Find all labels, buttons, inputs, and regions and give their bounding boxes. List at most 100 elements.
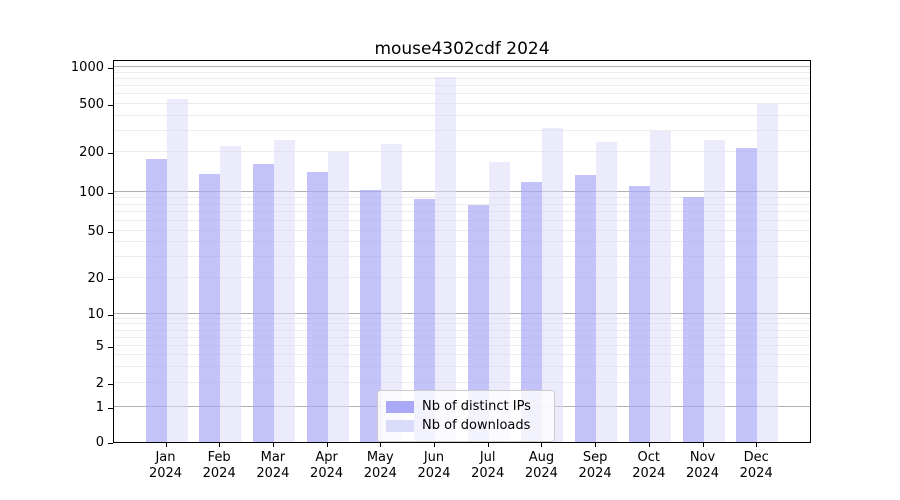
y-tick-mark-20 [108, 279, 113, 280]
bar-distinct-ips-jan [145, 159, 167, 442]
gridline-minor-3 [114, 365, 810, 367]
y-tick-mark-1000 [108, 68, 113, 69]
chart-title: mouse4302cdf 2024 [374, 39, 550, 59]
x-tick-mark-nov [702, 443, 704, 447]
bar-distinct-ips-oct [628, 185, 650, 442]
y-tick-label-1000: 1000 [70, 60, 104, 75]
gridline-major-100 [114, 191, 810, 192]
x-tick-mark-dec [756, 443, 758, 447]
x-tick-mark-aug [541, 443, 543, 447]
x-tick-mark-jan [165, 443, 167, 447]
y-tick-mark-100 [108, 193, 113, 194]
gridline-major-1000 [114, 66, 810, 67]
gridline-minor-30 [114, 256, 810, 258]
bar-downloads-dec [757, 104, 779, 442]
legend-swatch-downloads-icon [386, 419, 414, 432]
x-tick-label-feb: Feb 2024 [202, 450, 236, 481]
y-tick-label-500: 500 [79, 97, 104, 112]
gridline-minor-7 [114, 329, 810, 331]
gridline-minor-200 [114, 151, 810, 152]
gridline-minor-300 [114, 129, 810, 131]
bar-distinct-ips-sep [575, 175, 597, 442]
y-tick-mark-0 [108, 443, 113, 444]
bar-distinct-ips-jul [467, 205, 489, 442]
bar-downloads-jul [488, 162, 510, 442]
bar-distinct-ips-jun [414, 199, 435, 442]
x-tick-mark-jun [434, 443, 435, 447]
bar-downloads-apr [327, 152, 349, 442]
x-tick-label-mar: Mar 2024 [256, 450, 290, 481]
bar-downloads-jun [435, 76, 456, 442]
y-tick-label-5: 5 [95, 339, 104, 354]
x-tick-label-nov: Nov 2024 [685, 450, 720, 481]
x-tick-label-apr: Apr 2024 [310, 450, 344, 481]
x-tick-mark-jul [487, 443, 489, 447]
x-tick-label-sep: Sep 2024 [578, 450, 612, 481]
y-tick-label-1: 1 [95, 400, 104, 415]
y-tick-label-50: 50 [87, 224, 104, 239]
legend-item-distinct-ips: Nb of distinct IPs [386, 397, 544, 416]
y-tick-label-2: 2 [95, 376, 104, 391]
bar-downloads-mar [273, 140, 295, 442]
y-tick-label-20: 20 [87, 271, 104, 286]
x-tick-mark-may [380, 443, 382, 447]
gridline-major-10 [114, 313, 810, 314]
gridline-minor-600 [114, 93, 810, 95]
y-tick-label-100: 100 [79, 185, 104, 200]
x-tick-label-jun: Jun 2024 [417, 450, 451, 481]
gridline-minor-500 [114, 103, 810, 104]
gridline-minor-700 [114, 85, 810, 86]
y-tick-mark-2 [108, 384, 113, 385]
y-tick-mark-500 [108, 105, 113, 106]
gridline-minor-9 [114, 317, 810, 319]
bar-downloads-nov [703, 140, 725, 442]
x-tick-label-jul: Jul 2024 [471, 450, 505, 481]
legend-swatch-distinct-ips-icon [386, 400, 414, 413]
y-tick-label-10: 10 [87, 307, 104, 322]
x-tick-label-oct: Oct 2024 [632, 450, 666, 481]
bar-downloads-oct [649, 130, 671, 442]
gridline-minor-80 [114, 203, 810, 205]
legend-item-downloads: Nb of downloads [386, 416, 544, 435]
gridline-minor-4 [114, 354, 810, 355]
gridline-minor-8 [114, 323, 810, 325]
gridline-minor-6 [114, 336, 810, 338]
x-tick-label-jan: Jan 2024 [148, 450, 183, 481]
gridline-minor-5 [114, 345, 810, 346]
x-tick-mark-feb [219, 443, 221, 447]
y-tick-label-200: 200 [79, 145, 104, 160]
gridline-minor-90 [114, 196, 810, 198]
y-tick-mark-1 [108, 408, 113, 409]
gridline-minor-800 [114, 77, 810, 79]
y-tick-mark-10 [108, 315, 113, 316]
legend-label-downloads: Nb of downloads [422, 418, 531, 433]
gridline-minor-50 [114, 230, 810, 231]
x-tick-label-may: May 2024 [363, 450, 397, 481]
gridline-minor-2 [114, 382, 810, 383]
legend: Nb of distinct IPs Nb of downloads [377, 390, 555, 442]
x-tick-label-dec: Dec 2024 [739, 450, 773, 481]
bar-distinct-ips-dec [736, 148, 758, 442]
y-tick-label-0: 0 [95, 435, 104, 450]
x-tick-mark-oct [648, 443, 650, 447]
bar-downloads-may [381, 144, 403, 442]
gridline-minor-20 [114, 277, 810, 278]
gridline-minor-40 [114, 241, 810, 243]
bar-distinct-ips-mar [252, 163, 274, 442]
gridline-minor-70 [114, 211, 810, 213]
plot-area: Nb of distinct IPs Nb of downloads [113, 60, 811, 443]
x-tick-mark-sep [595, 443, 597, 447]
bar-downloads-sep [596, 142, 618, 442]
bar-distinct-ips-apr [306, 171, 328, 442]
gridline-minor-60 [114, 219, 810, 221]
x-tick-mark-mar [272, 443, 274, 447]
bar-downloads-jan [166, 99, 188, 442]
bar-distinct-ips-feb [199, 173, 221, 442]
bar-distinct-ips-aug [521, 181, 543, 442]
bar-distinct-ips-nov [682, 197, 704, 442]
bar-downloads-feb [220, 145, 242, 442]
gridline-minor-900 [114, 71, 810, 73]
x-tick-label-aug: Aug 2024 [524, 450, 558, 481]
y-tick-mark-5 [108, 347, 113, 348]
legend-label-distinct-ips: Nb of distinct IPs [422, 399, 531, 414]
